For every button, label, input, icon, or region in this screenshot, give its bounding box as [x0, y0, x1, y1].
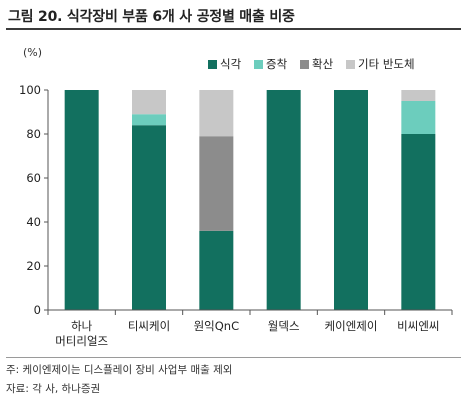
y-tick-label: 60: [26, 171, 41, 185]
x-category-label: 머티리얼즈: [55, 334, 108, 348]
bar-segment: [132, 125, 166, 310]
x-category-label: 월덱스: [268, 319, 300, 333]
legend-swatch: [346, 60, 355, 69]
bar-segment: [334, 90, 368, 310]
x-category-label: 비씨엔씨: [397, 319, 439, 333]
bar-segment: [199, 136, 234, 231]
bar-segment: [266, 90, 301, 310]
figure-title: 그림 20. 식각장비 부품 6개 사 공정별 매출 비중: [8, 9, 295, 25]
legend-label: 기타 반도체: [358, 57, 415, 71]
y-tick-label: 20: [26, 259, 41, 273]
legend-label: 식각: [220, 57, 242, 71]
x-category-label: 원익QnC: [194, 319, 240, 333]
legend-label: 확산: [312, 57, 334, 71]
x-axis-ticks: [47, 310, 453, 315]
legend-swatch: [254, 60, 263, 69]
x-category-label: 하나: [71, 319, 93, 333]
bar-segment: [199, 230, 234, 310]
footnote-source: 자료: 각 사, 하나증권: [6, 383, 101, 395]
bar-segment: [401, 90, 436, 101]
x-category-label: 티씨케이: [128, 319, 170, 333]
legend-swatch: [300, 60, 309, 69]
legend: 식각 증착 확산 기타 반도체: [208, 57, 415, 71]
bar-segment: [401, 101, 436, 134]
footnote-note: 주: 케이엔제이는 디스플레이 장비 사업부 매출 제외: [6, 364, 233, 376]
bar-segment: [401, 134, 436, 310]
y-tick-label: 40: [26, 215, 41, 229]
bar-segment: [64, 90, 99, 310]
bar-segment: [132, 90, 166, 115]
footnote-divider: [6, 357, 461, 358]
bar-segment: [199, 90, 234, 137]
bar-segment: [132, 114, 166, 126]
title-bar: 그림 20. 식각장비 부품 6개 사 공정별 매출 비중: [6, 4, 461, 30]
legend-swatch: [208, 60, 217, 69]
legend-label: 증착: [266, 57, 288, 71]
y-tick-label: 100: [19, 83, 41, 97]
y-axis-unit-label: (%): [23, 46, 42, 59]
y-tick-label: 0: [34, 303, 41, 317]
x-category-label: 케이엔제이: [325, 319, 378, 333]
y-axis: 0 20 40 60 80 100: [19, 83, 49, 317]
y-tick-label: 80: [26, 127, 41, 141]
bars: [64, 90, 436, 310]
